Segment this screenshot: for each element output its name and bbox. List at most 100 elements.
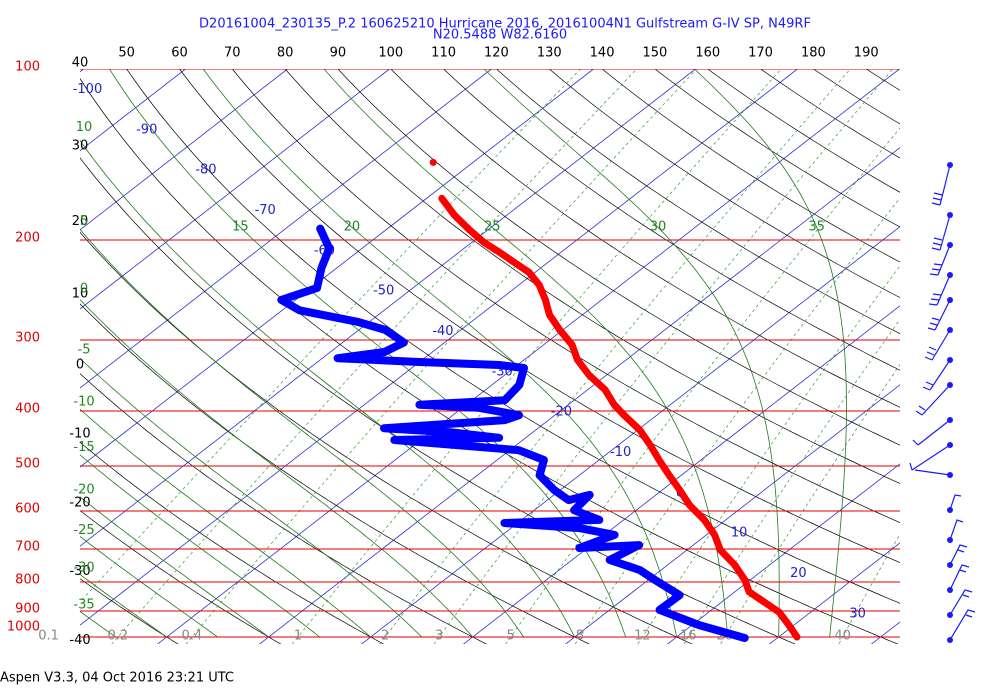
- moist-adiabat-label: -20: [73, 483, 94, 498]
- moist-adiabat: [694, 69, 847, 638]
- moist-adiabat: [80, 535, 218, 638]
- isotherm: [80, 69, 288, 231]
- dry-adiabat: [813, 69, 900, 125]
- isotherm: [462, 305, 900, 644]
- isotherm-label: -10: [610, 445, 631, 460]
- pressure-label: 500: [15, 457, 40, 472]
- moist-adiabat: [80, 228, 525, 638]
- dry-adiabat-label: 150: [642, 46, 667, 61]
- isotherm-label: -90: [136, 122, 157, 137]
- dewpoint-profile: [277, 224, 749, 642]
- mixing-ratio-line: [80, 69, 581, 603]
- footer: Aspen V3.3, 04 Oct 2016 23:21 UTC: [0, 671, 234, 686]
- mixing-ratio-label: 40: [834, 629, 851, 644]
- dry-adiabat-label: 10: [72, 286, 89, 301]
- isotherm-label: -20: [551, 405, 572, 420]
- isotherm: [80, 69, 696, 547]
- moist-adiabat-label: 25: [484, 220, 501, 235]
- mixing-ratio-label: 16: [680, 629, 697, 644]
- dry-adiabat: [284, 69, 900, 484]
- isotherm-label: 30: [849, 606, 866, 621]
- isotherm: [80, 69, 84, 73]
- dry-adiabat-label: 120: [484, 46, 509, 61]
- dry-adiabat-label: -20: [69, 495, 90, 510]
- pressure-label: 800: [15, 572, 40, 587]
- moist-adiabat: [80, 408, 371, 638]
- pressure-label: 200: [15, 230, 40, 245]
- moist-adiabat-label: 5: [80, 214, 88, 229]
- mixing-ratio-label: 1: [294, 629, 302, 644]
- mixing-ratio-line: [683, 318, 900, 644]
- dry-adiabat: [496, 69, 900, 335]
- moist-adiabat: [202, 69, 677, 638]
- pressure-label: 400: [15, 401, 40, 416]
- mixing-ratio-line: [379, 69, 851, 644]
- mixing-ratio-line: [185, 69, 697, 644]
- grid: [80, 69, 900, 644]
- moist-adiabat-label: -5: [78, 342, 91, 357]
- isotherm-label: -100: [73, 82, 103, 97]
- dry-adiabat-label: 140: [590, 46, 615, 61]
- isotherm-label: -40: [432, 324, 453, 339]
- mixing-ratio-line: [505, 127, 900, 644]
- mixing-ratio-label: 3: [435, 629, 443, 644]
- dry-adiabat: [80, 231, 693, 644]
- isotherm: [360, 226, 900, 644]
- dry-adiabat-label: 130: [537, 46, 562, 61]
- dry-adiabat-label: 180: [801, 46, 826, 61]
- dry-adiabat-label: 0: [76, 357, 84, 372]
- mixing-ratio-label: 0.1: [38, 629, 59, 644]
- isotherm: [157, 69, 900, 644]
- moist-adiabat-label: 0: [80, 282, 88, 297]
- isotherm-label: -80: [195, 163, 216, 178]
- dry-adiabat-label: 80: [277, 46, 294, 61]
- chart-title: D20161004_230135_P.2 160625210 Hurricane…: [199, 17, 811, 32]
- dry-adiabat: [126, 69, 900, 604]
- mixing-ratio-label: 0.2: [108, 629, 129, 644]
- moist-adiabat-label: -25: [73, 523, 94, 538]
- dry-adiabat-label: 160: [695, 46, 720, 61]
- dry-adiabat: [80, 303, 590, 644]
- mixing-ratio-line: [111, 69, 637, 644]
- isotherm: [80, 69, 594, 468]
- grid-labels: -100-90-80-70-60-50-40-30-20-100102030-4…: [7, 46, 879, 649]
- moist-adiabat-label: -15: [73, 440, 94, 455]
- moist-adiabat-label: -10: [73, 394, 94, 409]
- dry-adiabat: [80, 441, 385, 644]
- dry-adiabat-label: 170: [748, 46, 773, 61]
- pressure-label: 100: [15, 60, 40, 75]
- pressure-label: 1000: [7, 620, 40, 635]
- dry-adiabat: [232, 69, 900, 524]
- dry-adiabat-label: 70: [224, 46, 241, 61]
- mixing-ratio-label: 5: [506, 629, 514, 644]
- moist-adiabat: [80, 357, 422, 638]
- dry-adiabat-label: -30: [69, 564, 90, 579]
- dry-adiabat: [337, 69, 900, 446]
- moist-adiabat-label: -30: [73, 561, 94, 576]
- mixing-ratio-line: [637, 265, 900, 644]
- temperature-profile: [429, 158, 801, 641]
- dry-adiabat-label: 90: [330, 46, 347, 61]
- dry-adiabat-label: 60: [171, 46, 188, 61]
- dry-adiabat-label: 20: [72, 214, 89, 229]
- dry-adiabat: [80, 373, 488, 644]
- mixing-ratio-label: 8: [576, 629, 584, 644]
- isotherm-label: 20: [790, 566, 807, 581]
- isotherm: [80, 69, 492, 389]
- isotherm-label: -50: [373, 284, 394, 299]
- moist-adiabat-label: 35: [808, 220, 825, 235]
- isotherm: [564, 384, 900, 644]
- mixing-ratio-label: 12: [634, 629, 651, 644]
- moist-adiabat-label: 15: [232, 220, 249, 235]
- moist-adiabat: [80, 299, 473, 638]
- mixing-ratio-line: [574, 197, 900, 644]
- dry-adiabat-label: 40: [72, 56, 89, 71]
- dry-adiabat: [179, 69, 900, 563]
- wind-barbs: [909, 164, 976, 641]
- isotherm: [80, 69, 390, 310]
- moist-adiabat: [109, 69, 626, 638]
- moist-adiabat: [483, 69, 780, 638]
- dry-adiabat: [80, 78, 899, 644]
- isotherm-label: -70: [255, 203, 276, 218]
- chart-subtitle: N20.5488 W82.6160: [433, 28, 567, 43]
